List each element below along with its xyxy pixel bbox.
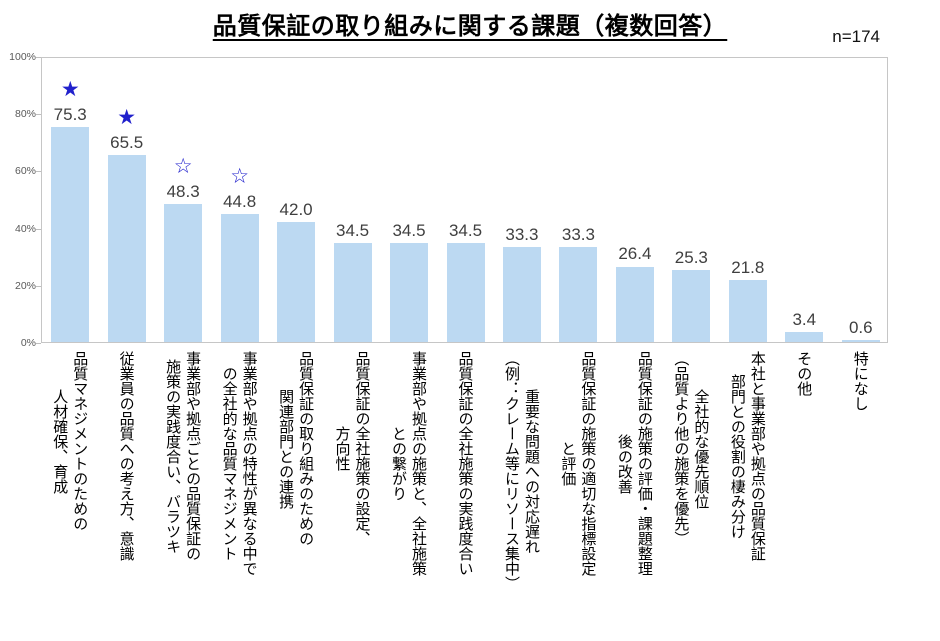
bar bbox=[559, 246, 598, 342]
filled-star-icon: ★ bbox=[60, 77, 80, 101]
x-axis-label: 品質保証の取り組みのための 関連部門との連携 bbox=[277, 351, 315, 546]
x-axis-label: 品質マネジメントのための 人材確保、育成 bbox=[51, 351, 89, 531]
y-axis-tick-mark bbox=[36, 228, 41, 230]
x-axis-label: その他 bbox=[795, 351, 813, 396]
chart-title: 品質保証の取り組みに関する課題（複数回答） bbox=[0, 6, 940, 41]
x-axis-label: 全社的な優先順位 （品質より他の施策を優先） bbox=[672, 351, 710, 546]
outline-star-icon: ☆ bbox=[230, 164, 250, 188]
plot-area: 75.3 ★ 65.5 ★ 48.3 ☆ 44.8 ☆ 42.0 34.5 34.5 34.5 33.3… bbox=[41, 57, 888, 343]
y-axis-tick-mark bbox=[36, 343, 41, 344]
x-axis-label: 品質保証の全社施策の実践度合い bbox=[456, 351, 474, 576]
bar bbox=[390, 243, 429, 342]
y-axis-tick-label: 60% bbox=[14, 165, 36, 178]
x-axis-label: 品質保証の施策の適切な指標設定 と評価 bbox=[559, 351, 597, 576]
bar-value-label: 3.4 bbox=[792, 310, 817, 330]
bar-value-label: 33.3 bbox=[561, 224, 595, 244]
bar-value-label: 34.5 bbox=[392, 221, 426, 241]
bar bbox=[672, 269, 711, 342]
bar-value-label: 26.4 bbox=[618, 244, 652, 264]
x-axis-label: 従業員の品質への考え方、意識 bbox=[117, 351, 135, 561]
bar bbox=[728, 279, 767, 342]
x-axis-label: 事業部や拠点ごとの品質保証の 施策の実践度合い、バラツキ bbox=[164, 351, 202, 561]
filled-star-icon: ★ bbox=[117, 105, 137, 129]
bar-value-label: 42.0 bbox=[279, 199, 313, 219]
bar-value-label: 33.3 bbox=[505, 224, 539, 244]
bar bbox=[785, 332, 824, 342]
bar-value-label: 65.5 bbox=[110, 132, 144, 152]
bar-value-label: 0.6 bbox=[848, 318, 873, 338]
chart-title-text: 品質保証の取り組みに関する課題（複数回答） bbox=[212, 13, 728, 40]
x-axis-label: 事業部や拠点の特性が異なる中で の全社的な品質マネジメント bbox=[220, 351, 258, 576]
bar bbox=[164, 203, 203, 342]
bar-value-label: 34.5 bbox=[448, 221, 483, 241]
bar bbox=[446, 243, 485, 342]
bar bbox=[333, 243, 372, 342]
x-axis-label: 特になし bbox=[851, 351, 869, 411]
y-axis-tick-label: 80% bbox=[14, 108, 36, 121]
y-axis-tick-mark bbox=[36, 285, 41, 287]
bar-value-label: 44.8 bbox=[223, 191, 257, 211]
bar-value-label: 25.3 bbox=[674, 247, 708, 267]
x-axis-label: 品質保証の施策の評価・課題整理 後の改善 bbox=[615, 351, 653, 576]
bar bbox=[841, 340, 880, 342]
bar-value-label: 48.3 bbox=[166, 181, 200, 201]
sample-size-label: n=174 bbox=[832, 27, 880, 46]
x-axis-labels: 品質マネジメントのための 人材確保、育成 従業員の品質への考え方、意識 事業部や拠点… bbox=[41, 351, 888, 639]
bar bbox=[277, 221, 316, 342]
x-axis-label: 重要な問題への対応遅れ （例：クレーム等にリソース集中） bbox=[502, 351, 540, 591]
y-axis-tick-label: 100% bbox=[9, 51, 36, 63]
bar bbox=[107, 154, 146, 342]
y-axis-tick-label: 20% bbox=[14, 279, 36, 292]
bar bbox=[220, 213, 259, 342]
bar-value-label: 75.3 bbox=[53, 104, 87, 124]
y-axis-tick-mark bbox=[36, 114, 41, 116]
y-axis-tick-mark bbox=[36, 171, 41, 173]
y-axis-tick-mark bbox=[36, 57, 41, 58]
y-axis-tick-label: 40% bbox=[14, 222, 36, 235]
y-axis-tick-label: 0% bbox=[20, 337, 36, 349]
x-axis-label: 本社と事業部や拠点の品質保証 部門との役割の棲み分け bbox=[728, 351, 766, 561]
bar-value-label: 34.5 bbox=[336, 221, 370, 241]
bar-value-label: 21.8 bbox=[731, 257, 765, 277]
bar bbox=[615, 266, 654, 342]
x-axis-label: 事業部や拠点の施策と、全社施策 との繋がり bbox=[390, 351, 428, 576]
bar bbox=[502, 246, 541, 342]
outline-star-icon: ☆ bbox=[173, 154, 193, 178]
x-axis-label: 品質保証の全社施策の設定、 方向性 bbox=[333, 351, 371, 546]
bar bbox=[51, 126, 90, 342]
